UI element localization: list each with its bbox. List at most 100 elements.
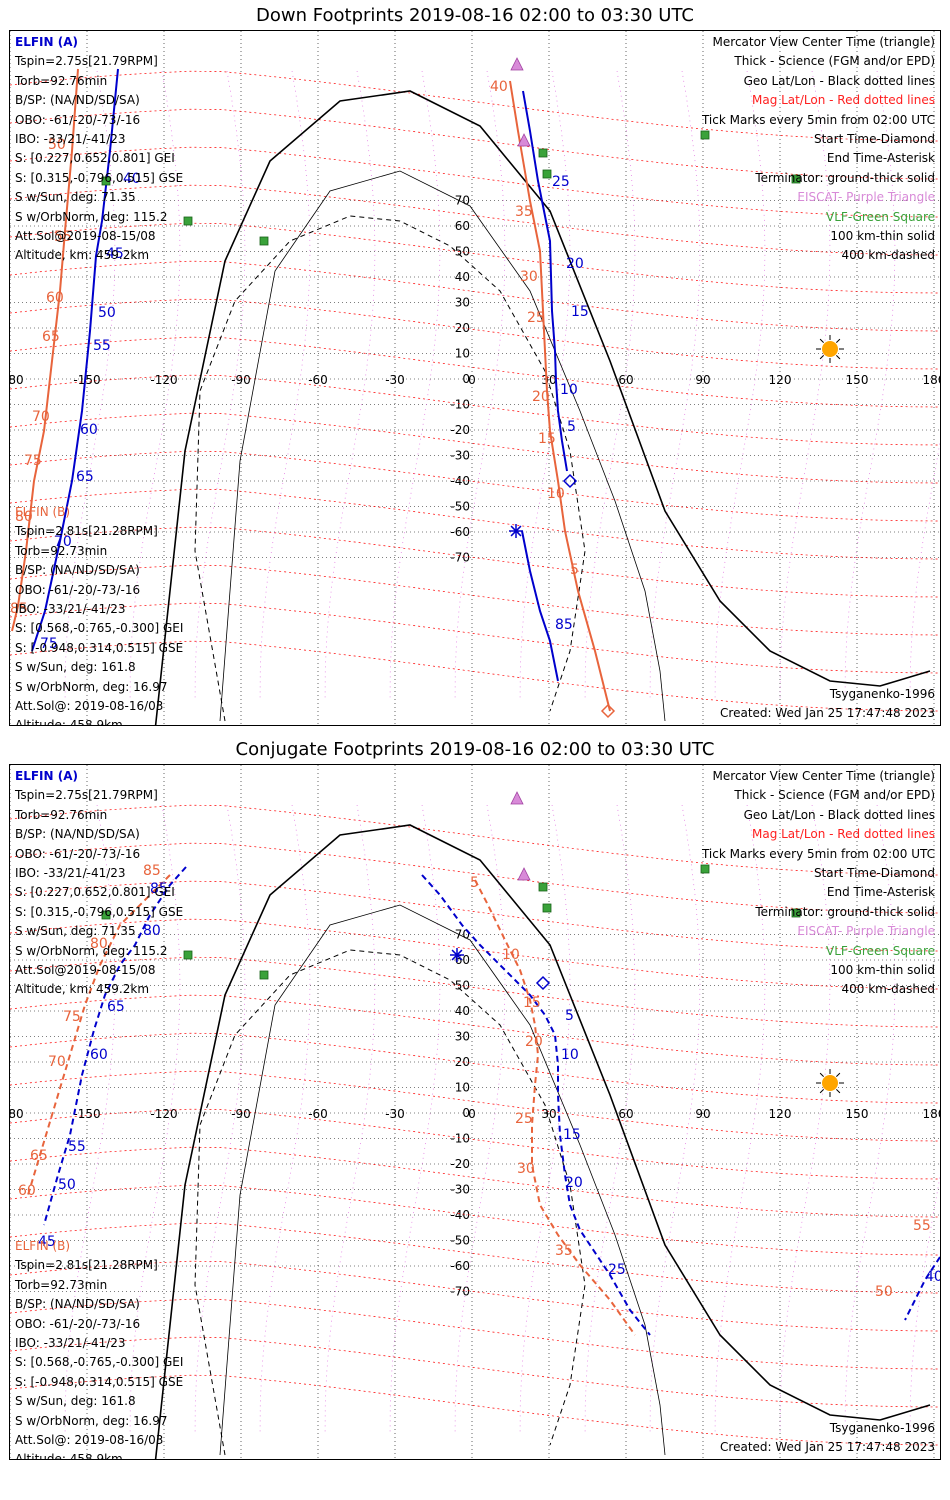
elfin-a-line: IBO: -33/21/-41/23	[15, 131, 126, 146]
elfin-b-line: S: [-0.948,0.314,0.515] GSE	[15, 1374, 184, 1389]
elfin-a-tick-label: 60	[80, 422, 98, 438]
legend: Mercator View Center Time (triangle) Thi…	[702, 33, 935, 266]
elfin-b-tick-label: 20	[532, 389, 550, 405]
legend-item: Tick Marks every 5min from 02:00 UTC	[701, 846, 935, 861]
legend-item: End Time-Asterisk	[826, 885, 935, 900]
vlf-square	[259, 970, 269, 980]
elfin-a-tick-label: 55	[68, 1139, 86, 1155]
elfin-a-tick-label: 20	[565, 1175, 583, 1191]
elfin-a-tick-label: 70	[54, 534, 72, 550]
elfin-a-tick-label: 25	[608, 1262, 626, 1278]
legend-item: Mag Lat/Lon - Red dotted lines	[751, 93, 935, 108]
legend-item: Terminator: ground-thick solid	[755, 904, 935, 919]
lon-label: 90	[695, 373, 710, 387]
elfin-a-line: Altitude, km: 459.2km	[15, 982, 150, 997]
elfin-a-line: B/SP: (NA/ND/SD/SA)	[15, 93, 140, 108]
sun-ray	[836, 355, 841, 360]
elfin-b-tick-label: 25	[527, 310, 545, 326]
elfin-b-tick-label: 30	[520, 269, 538, 285]
down-footprints-panel: 706050403020100-10-20-30-40-50-60-70-180…	[9, 30, 941, 726]
elfin-a-tick-label: 80	[143, 923, 161, 939]
lon-label: -60	[308, 1107, 328, 1121]
elfin-a-tick-label: 85	[150, 881, 168, 897]
lon-label: 180	[923, 1107, 941, 1121]
elfin-b-tick-label: 80	[15, 509, 33, 525]
elfin-b-tick-label: 20	[525, 1034, 543, 1050]
legend-item: 400 km-dashed	[841, 248, 935, 263]
lon-label: -120	[150, 373, 177, 387]
lon-label: 60	[618, 1107, 633, 1121]
elfin-a-tick-label: 5	[565, 1008, 574, 1024]
elfin-b-track	[27, 874, 171, 1196]
mag-lat-line	[10, 374, 940, 446]
mag-lat-line	[10, 1184, 940, 1256]
lat-label: -40	[450, 1208, 470, 1222]
vlf-square	[259, 236, 269, 246]
elfin-b-tick-label: 75	[24, 453, 42, 469]
mag-lat-line	[10, 1146, 940, 1218]
elfin-a-tick-label: 75	[40, 636, 58, 652]
elfin-b-line: Torb=92.73min	[15, 1277, 108, 1292]
elfin-a-line: Altitude, km: 459.2km	[15, 248, 150, 263]
mag-lat-line	[10, 918, 940, 990]
elfin-b-track	[11, 68, 79, 632]
legend-item: Geo Lat/Lon - Black dotted lines	[743, 73, 935, 88]
legend-item: EISCAT- Purple Triangle	[797, 190, 935, 205]
elfin-b-tick-label: 75	[63, 1009, 81, 1025]
mag-lat-line	[10, 184, 940, 256]
elfin-b-line: S w/OrbNorm, deg: 16.97	[15, 679, 168, 694]
lon-label: 150	[846, 1107, 869, 1121]
lat-label: 0	[462, 1106, 470, 1120]
mag-lat-line	[10, 1336, 940, 1408]
elfin-a-track	[421, 874, 651, 1336]
elfin-a-tick-label: 20	[566, 256, 584, 272]
sun-disk	[822, 1075, 838, 1091]
elfin-a-line: Tspin=2.75s[21.79RPM]	[15, 54, 158, 69]
lon-label: 30	[541, 373, 556, 387]
asterisk-ray	[510, 525, 522, 537]
legend-item: 100 km-thin solid	[830, 962, 935, 977]
elfin-a-tick-label: 40	[123, 171, 141, 187]
asterisk-ray	[451, 949, 463, 961]
lat-label: 0	[462, 372, 470, 386]
lat-label: -10	[450, 398, 470, 412]
elfin-b-info: ELFIN (B) Tspin=2.81s[21.28RPM] Torb=92.…	[15, 503, 183, 725]
conjugate-footprints-title: Conjugate Footprints 2019-08-16 02:00 to…	[235, 739, 715, 760]
elfin-a-line: S w/OrbNorm, deg: 115.2	[15, 943, 168, 958]
mag-lat-line	[10, 298, 940, 370]
legend-item: Mercator View Center Time (triangle)	[712, 769, 935, 783]
lon-label: 90	[695, 1107, 710, 1121]
map-grid: 706050403020100-10-20-30-40-50-60-70-180…	[10, 31, 940, 725]
elfin-a-info: ELFIN (A) Tspin=2.75s[21.79RPM] Torb=92.…	[15, 33, 183, 266]
elfin-a-track	[43, 866, 187, 1226]
lon-label: -120	[150, 1107, 177, 1121]
mag-lat-line	[10, 602, 940, 674]
eiscat-triangle	[510, 57, 524, 71]
lat-label: -60	[450, 525, 470, 539]
elfin-b-tick-label: 65	[30, 1148, 48, 1164]
created-label: Created: Wed Jan 25 17:47:48 2023	[720, 706, 935, 720]
elfin-a-info: ELFIN (A) Tspin=2.75s[21.79RPM] Torb=92.…	[15, 767, 183, 1000]
mag-lat-line	[10, 994, 940, 1066]
legend-item: Start Time-Diamond	[813, 865, 935, 880]
mag-lon-line	[649, 70, 701, 702]
elfin-b-line: Tspin=2.81s[21.28RPM]	[15, 524, 158, 539]
elfin-a-line: S w/OrbNorm, deg: 115.2	[15, 209, 168, 224]
elfin-a-tick-label: 60	[90, 1047, 108, 1063]
elfin-b-line: S w/Sun, deg: 161.8	[15, 1394, 136, 1409]
lat-label: -20	[450, 423, 470, 437]
mag-lat-line	[10, 526, 940, 598]
lat-label: 30	[455, 1030, 470, 1044]
elfin-a-track	[31, 68, 119, 652]
elfin-b-line: S: [0.568,-0.765,-0.300] GEI	[15, 1355, 184, 1370]
created-label: Created: Wed Jan 25 17:47:48 2023	[720, 1440, 935, 1454]
mag-lat-line	[10, 842, 940, 914]
elfin-a-tick-label: 25	[552, 174, 570, 190]
mag-lon-line	[324, 70, 376, 702]
elfin-b-tick-label: 15	[538, 431, 556, 447]
lat-label: -50	[450, 1234, 470, 1248]
elfin-b-tick-label: 70	[48, 1054, 66, 1070]
elfin-b-line: Att.Sol@: 2019-08-16/03	[15, 698, 164, 713]
vlf-square	[101, 176, 111, 186]
elfin-b-tick-label: 10	[502, 947, 520, 963]
